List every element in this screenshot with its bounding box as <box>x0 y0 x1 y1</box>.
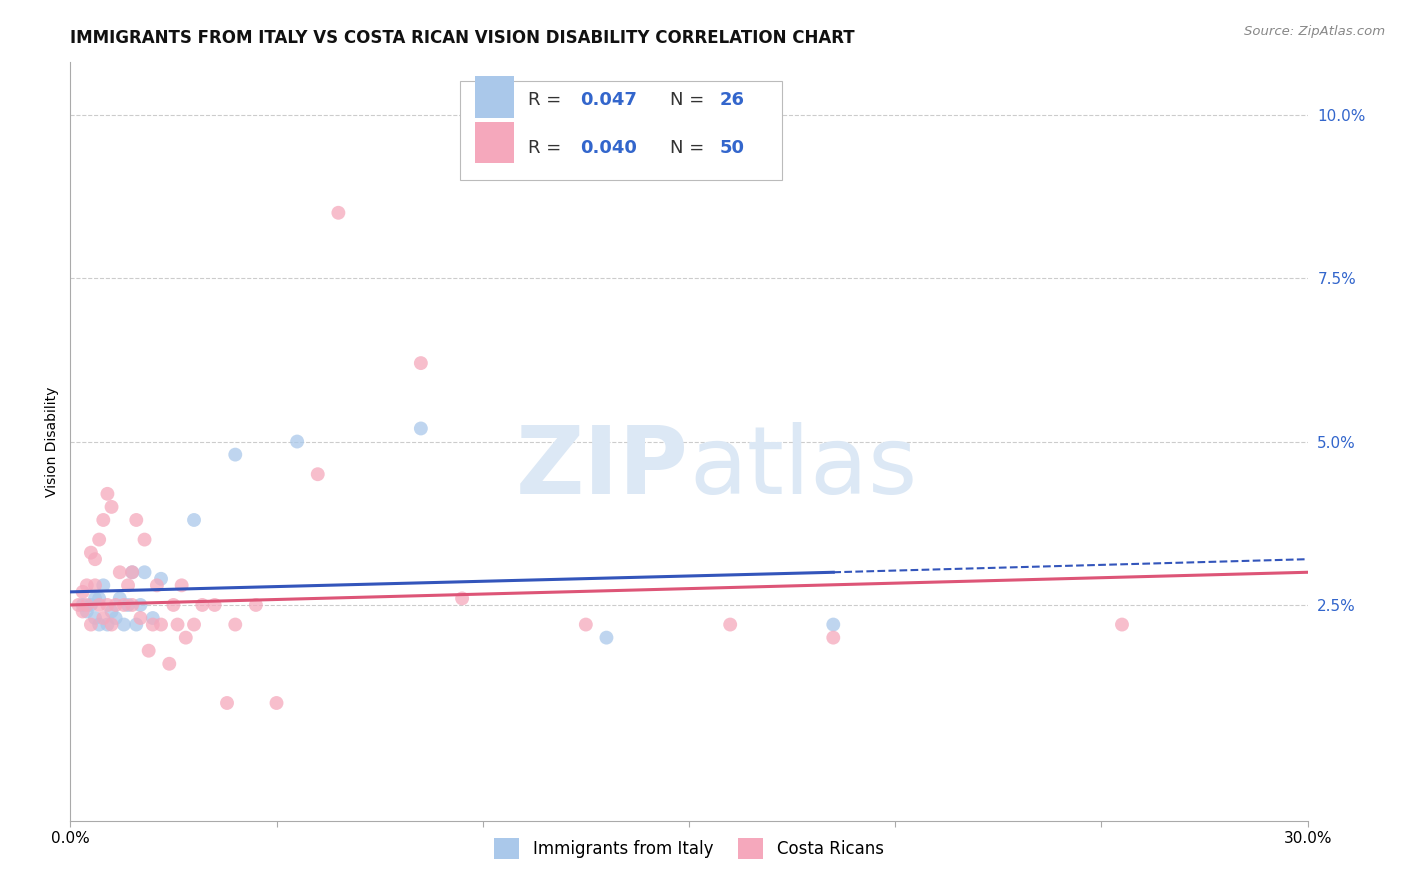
Point <box>224 617 246 632</box>
Point <box>150 572 173 586</box>
Point <box>72 585 94 599</box>
Point <box>183 617 205 632</box>
FancyBboxPatch shape <box>460 81 782 180</box>
Point <box>166 617 188 632</box>
Point <box>718 617 741 632</box>
Point <box>134 533 156 547</box>
Point <box>142 617 165 632</box>
Point <box>157 657 180 671</box>
Point <box>125 513 148 527</box>
Point <box>108 591 131 606</box>
Text: R =: R = <box>529 139 567 157</box>
Text: R =: R = <box>529 91 567 110</box>
Point <box>104 611 127 625</box>
Point <box>285 434 308 449</box>
Point <box>112 617 135 632</box>
Point <box>823 631 845 645</box>
Point <box>121 566 143 580</box>
Point <box>451 591 474 606</box>
Point <box>100 500 122 514</box>
Point <box>80 598 103 612</box>
Point <box>129 598 152 612</box>
Point <box>96 598 118 612</box>
Point <box>129 611 152 625</box>
Point <box>245 598 267 612</box>
Point <box>125 617 148 632</box>
Point <box>146 578 169 592</box>
Point <box>121 598 143 612</box>
Point <box>91 513 114 527</box>
Point <box>204 598 226 612</box>
Text: 0.047: 0.047 <box>581 91 637 110</box>
Text: ZIP: ZIP <box>516 422 689 514</box>
FancyBboxPatch shape <box>475 121 515 163</box>
Point <box>191 598 214 612</box>
Y-axis label: Vision Disability: Vision Disability <box>45 386 59 497</box>
Point <box>72 605 94 619</box>
Point <box>84 578 107 592</box>
Point <box>117 578 139 592</box>
Point <box>266 696 288 710</box>
Point <box>76 605 98 619</box>
Point <box>108 566 131 580</box>
Point <box>215 696 238 710</box>
Point <box>91 611 114 625</box>
Point <box>76 598 98 612</box>
Point <box>121 566 143 580</box>
Point <box>183 513 205 527</box>
Point <box>76 578 98 592</box>
Point <box>409 421 432 435</box>
Point <box>84 611 107 625</box>
Point <box>823 617 845 632</box>
Point <box>117 598 139 612</box>
Text: 50: 50 <box>720 139 745 157</box>
Point <box>89 591 111 606</box>
Text: N =: N = <box>671 91 710 110</box>
Point <box>84 552 107 566</box>
Point <box>89 617 111 632</box>
Text: N =: N = <box>671 139 710 157</box>
Point <box>100 617 122 632</box>
Point <box>84 591 107 606</box>
Point <box>72 598 94 612</box>
Point <box>80 617 103 632</box>
Point <box>1111 617 1133 632</box>
Point <box>162 598 184 612</box>
Point <box>89 598 111 612</box>
Point <box>142 611 165 625</box>
Point <box>575 617 598 632</box>
Point <box>100 605 122 619</box>
Point <box>112 598 135 612</box>
Point <box>174 631 197 645</box>
Text: atlas: atlas <box>689 422 917 514</box>
Point <box>80 546 103 560</box>
Point <box>96 487 118 501</box>
Point <box>595 631 617 645</box>
Point <box>96 617 118 632</box>
Text: 0.040: 0.040 <box>581 139 637 157</box>
Point <box>134 566 156 580</box>
Text: 26: 26 <box>720 91 745 110</box>
Point <box>328 206 350 220</box>
Point <box>170 578 193 592</box>
Point <box>104 598 127 612</box>
Point <box>224 448 246 462</box>
Point <box>409 356 432 370</box>
Text: IMMIGRANTS FROM ITALY VS COSTA RICAN VISION DISABILITY CORRELATION CHART: IMMIGRANTS FROM ITALY VS COSTA RICAN VIS… <box>70 29 855 47</box>
FancyBboxPatch shape <box>475 76 515 118</box>
Text: Source: ZipAtlas.com: Source: ZipAtlas.com <box>1244 25 1385 38</box>
Point <box>67 598 90 612</box>
Legend: Immigrants from Italy, Costa Ricans: Immigrants from Italy, Costa Ricans <box>488 831 890 865</box>
Point <box>89 533 111 547</box>
Point <box>91 578 114 592</box>
Point <box>150 617 173 632</box>
Point <box>138 643 160 657</box>
Point <box>307 467 329 482</box>
